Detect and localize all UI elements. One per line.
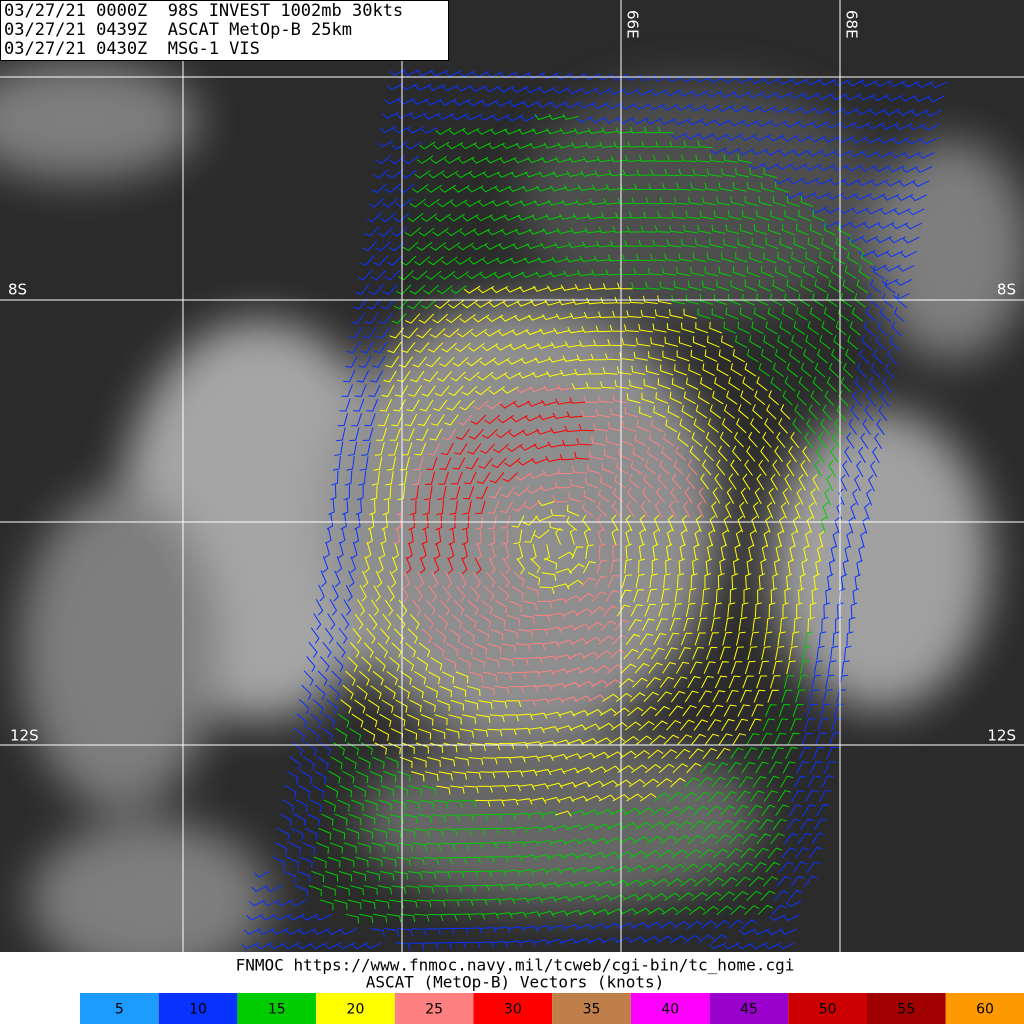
wind-barbs [405,397,595,575]
wind-barbs [241,68,948,951]
legend-value: 5 [115,1002,124,1018]
legend-value: 25 [425,1002,443,1018]
longitude-label: 66E [624,10,642,39]
wind-barbs [308,113,874,924]
latitude-label: 8S [997,281,1016,299]
satellite-image [0,0,1024,952]
legend-swatch [867,993,946,1024]
longitude-label: 68E [843,10,861,39]
legend-swatch [316,993,395,1024]
legend-value: 10 [189,1002,207,1018]
header-line: 03/27/21 0439Z ASCAT MetOp-B 25km [4,20,352,40]
legend-value: 15 [268,1002,286,1018]
footer-caption: ASCAT (MetOp-B) Vectors (knots) [366,973,665,992]
legend-value: 45 [740,1002,758,1018]
legend-swatch [788,993,867,1024]
legend-swatch [473,993,553,1024]
legend-value: 30 [504,1002,522,1018]
legend-swatch [394,993,474,1024]
legend-swatch [630,993,710,1024]
latitude-label: 8S [8,281,27,299]
legend-swatch [945,993,1024,1024]
header-line: 03/27/21 0000Z 98S INVEST 1002mb 30kts [4,1,403,21]
header-line: 03/27/21 0430Z MSG-1 VIS [4,39,260,59]
latitude-label: 12S [10,727,39,745]
legend-swatch [552,993,631,1024]
legend-value: 60 [976,1002,994,1018]
legend-value: 20 [347,1002,365,1018]
wind-vectors [241,68,948,951]
legend-swatch [158,993,238,1024]
graticule [0,0,1024,952]
header-box [0,0,449,61]
footer-source: FNMOC https://www.fnmoc.navy.mil/tcweb/c… [236,956,795,975]
latitude-label: 12S [987,727,1016,745]
legend-value: 55 [897,1002,915,1018]
legend-value: 35 [583,1002,601,1018]
color-legend: 5 10 15 20 25 30 35 40 45 50 55 60 [80,993,1024,1024]
legend-value: 40 [661,1002,679,1018]
legend-swatch [80,993,159,1024]
legend-swatch [237,993,317,1024]
legend-swatch [709,993,789,1024]
legend-value: 50 [819,1002,837,1018]
wind-barbs [340,282,825,817]
